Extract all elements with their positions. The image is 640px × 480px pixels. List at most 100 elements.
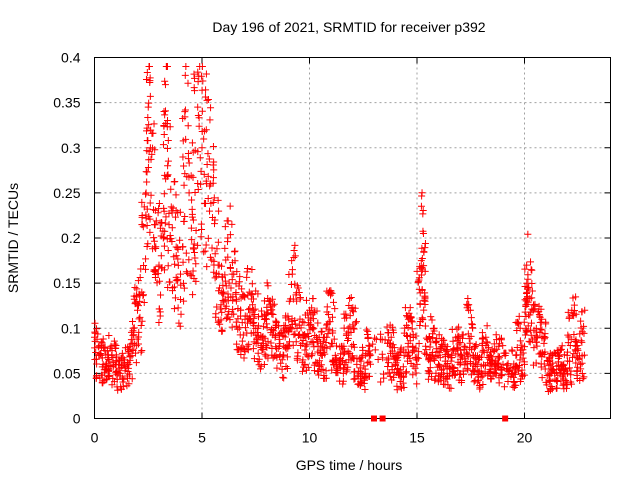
data-point (234, 325, 242, 333)
data-point (475, 376, 483, 384)
data-point (427, 313, 435, 321)
data-point (459, 334, 467, 342)
data-point (216, 320, 224, 328)
data-point (151, 221, 159, 229)
data-point (202, 70, 210, 78)
data-point (371, 346, 379, 354)
data-point (160, 242, 168, 250)
data-point (263, 324, 271, 332)
data-point (132, 349, 140, 357)
data-point (365, 372, 373, 380)
data-point (91, 337, 99, 345)
data-point (206, 116, 214, 124)
data-point (204, 172, 212, 180)
data-point (172, 252, 180, 260)
data-point (239, 292, 247, 300)
data-point (445, 384, 453, 392)
data-point (304, 330, 312, 338)
data-point (413, 267, 421, 275)
data-point (320, 371, 328, 379)
data-point (313, 307, 321, 315)
data-point (549, 359, 557, 367)
data-point (472, 359, 480, 367)
data-point (91, 356, 99, 364)
data-point (524, 230, 532, 238)
data-point (221, 244, 229, 252)
data-point (520, 358, 528, 366)
data-point (177, 270, 184, 278)
data-point (200, 199, 208, 207)
data-point (528, 287, 536, 295)
data-point (129, 317, 137, 325)
data-point (364, 327, 372, 335)
data-point (204, 96, 212, 104)
data-point (212, 310, 220, 318)
data-point (309, 315, 317, 323)
data-point (237, 351, 245, 359)
data-point (357, 357, 365, 365)
data-point (164, 171, 172, 179)
data-point (561, 365, 569, 373)
data-point (238, 337, 246, 345)
data-point (158, 218, 166, 226)
data-point (181, 113, 189, 121)
data-point (570, 307, 578, 315)
data-point (552, 368, 560, 376)
data-point (176, 296, 184, 304)
data-point (166, 278, 174, 286)
data-point (167, 185, 175, 193)
data-point (119, 354, 127, 362)
data-point (408, 325, 416, 333)
data-point (182, 249, 190, 257)
data-point (304, 353, 312, 361)
data-point (497, 336, 505, 344)
data-point (279, 351, 287, 359)
data-point (435, 362, 443, 370)
data-point (440, 365, 448, 373)
data-point (487, 375, 495, 383)
data-point (269, 302, 277, 310)
data-point (96, 350, 104, 358)
data-point (123, 374, 131, 382)
data-point (248, 280, 256, 288)
data-point (114, 386, 122, 394)
data-point (139, 291, 147, 299)
data-point (165, 209, 173, 217)
data-point (402, 368, 410, 376)
data-point (301, 330, 309, 338)
data-point (569, 311, 577, 319)
data-point (419, 227, 427, 235)
data-point (222, 256, 230, 264)
data-point (548, 365, 556, 373)
data-point (134, 306, 141, 314)
data-point (197, 233, 205, 241)
data-point (278, 356, 286, 364)
data-point (519, 349, 527, 357)
data-point (182, 268, 190, 276)
data-point (543, 372, 551, 380)
data-point (527, 331, 535, 339)
data-point (523, 261, 531, 269)
data-point (181, 212, 189, 220)
data-point (483, 339, 491, 347)
data-point (469, 324, 477, 332)
data-point (564, 348, 572, 356)
data-point (454, 350, 462, 358)
data-point (354, 372, 362, 380)
data-point (254, 339, 262, 347)
data-point (246, 304, 254, 312)
data-point (538, 326, 546, 334)
data-point (409, 371, 417, 379)
data-point (213, 303, 221, 311)
data-point (261, 334, 269, 342)
data-point (562, 381, 570, 389)
data-point (161, 227, 169, 235)
data-point (200, 170, 208, 178)
data-point (142, 189, 150, 197)
data-point (421, 267, 429, 275)
data-point (464, 294, 472, 302)
data-point (340, 349, 348, 357)
data-point (540, 339, 548, 347)
data-point (150, 234, 158, 242)
